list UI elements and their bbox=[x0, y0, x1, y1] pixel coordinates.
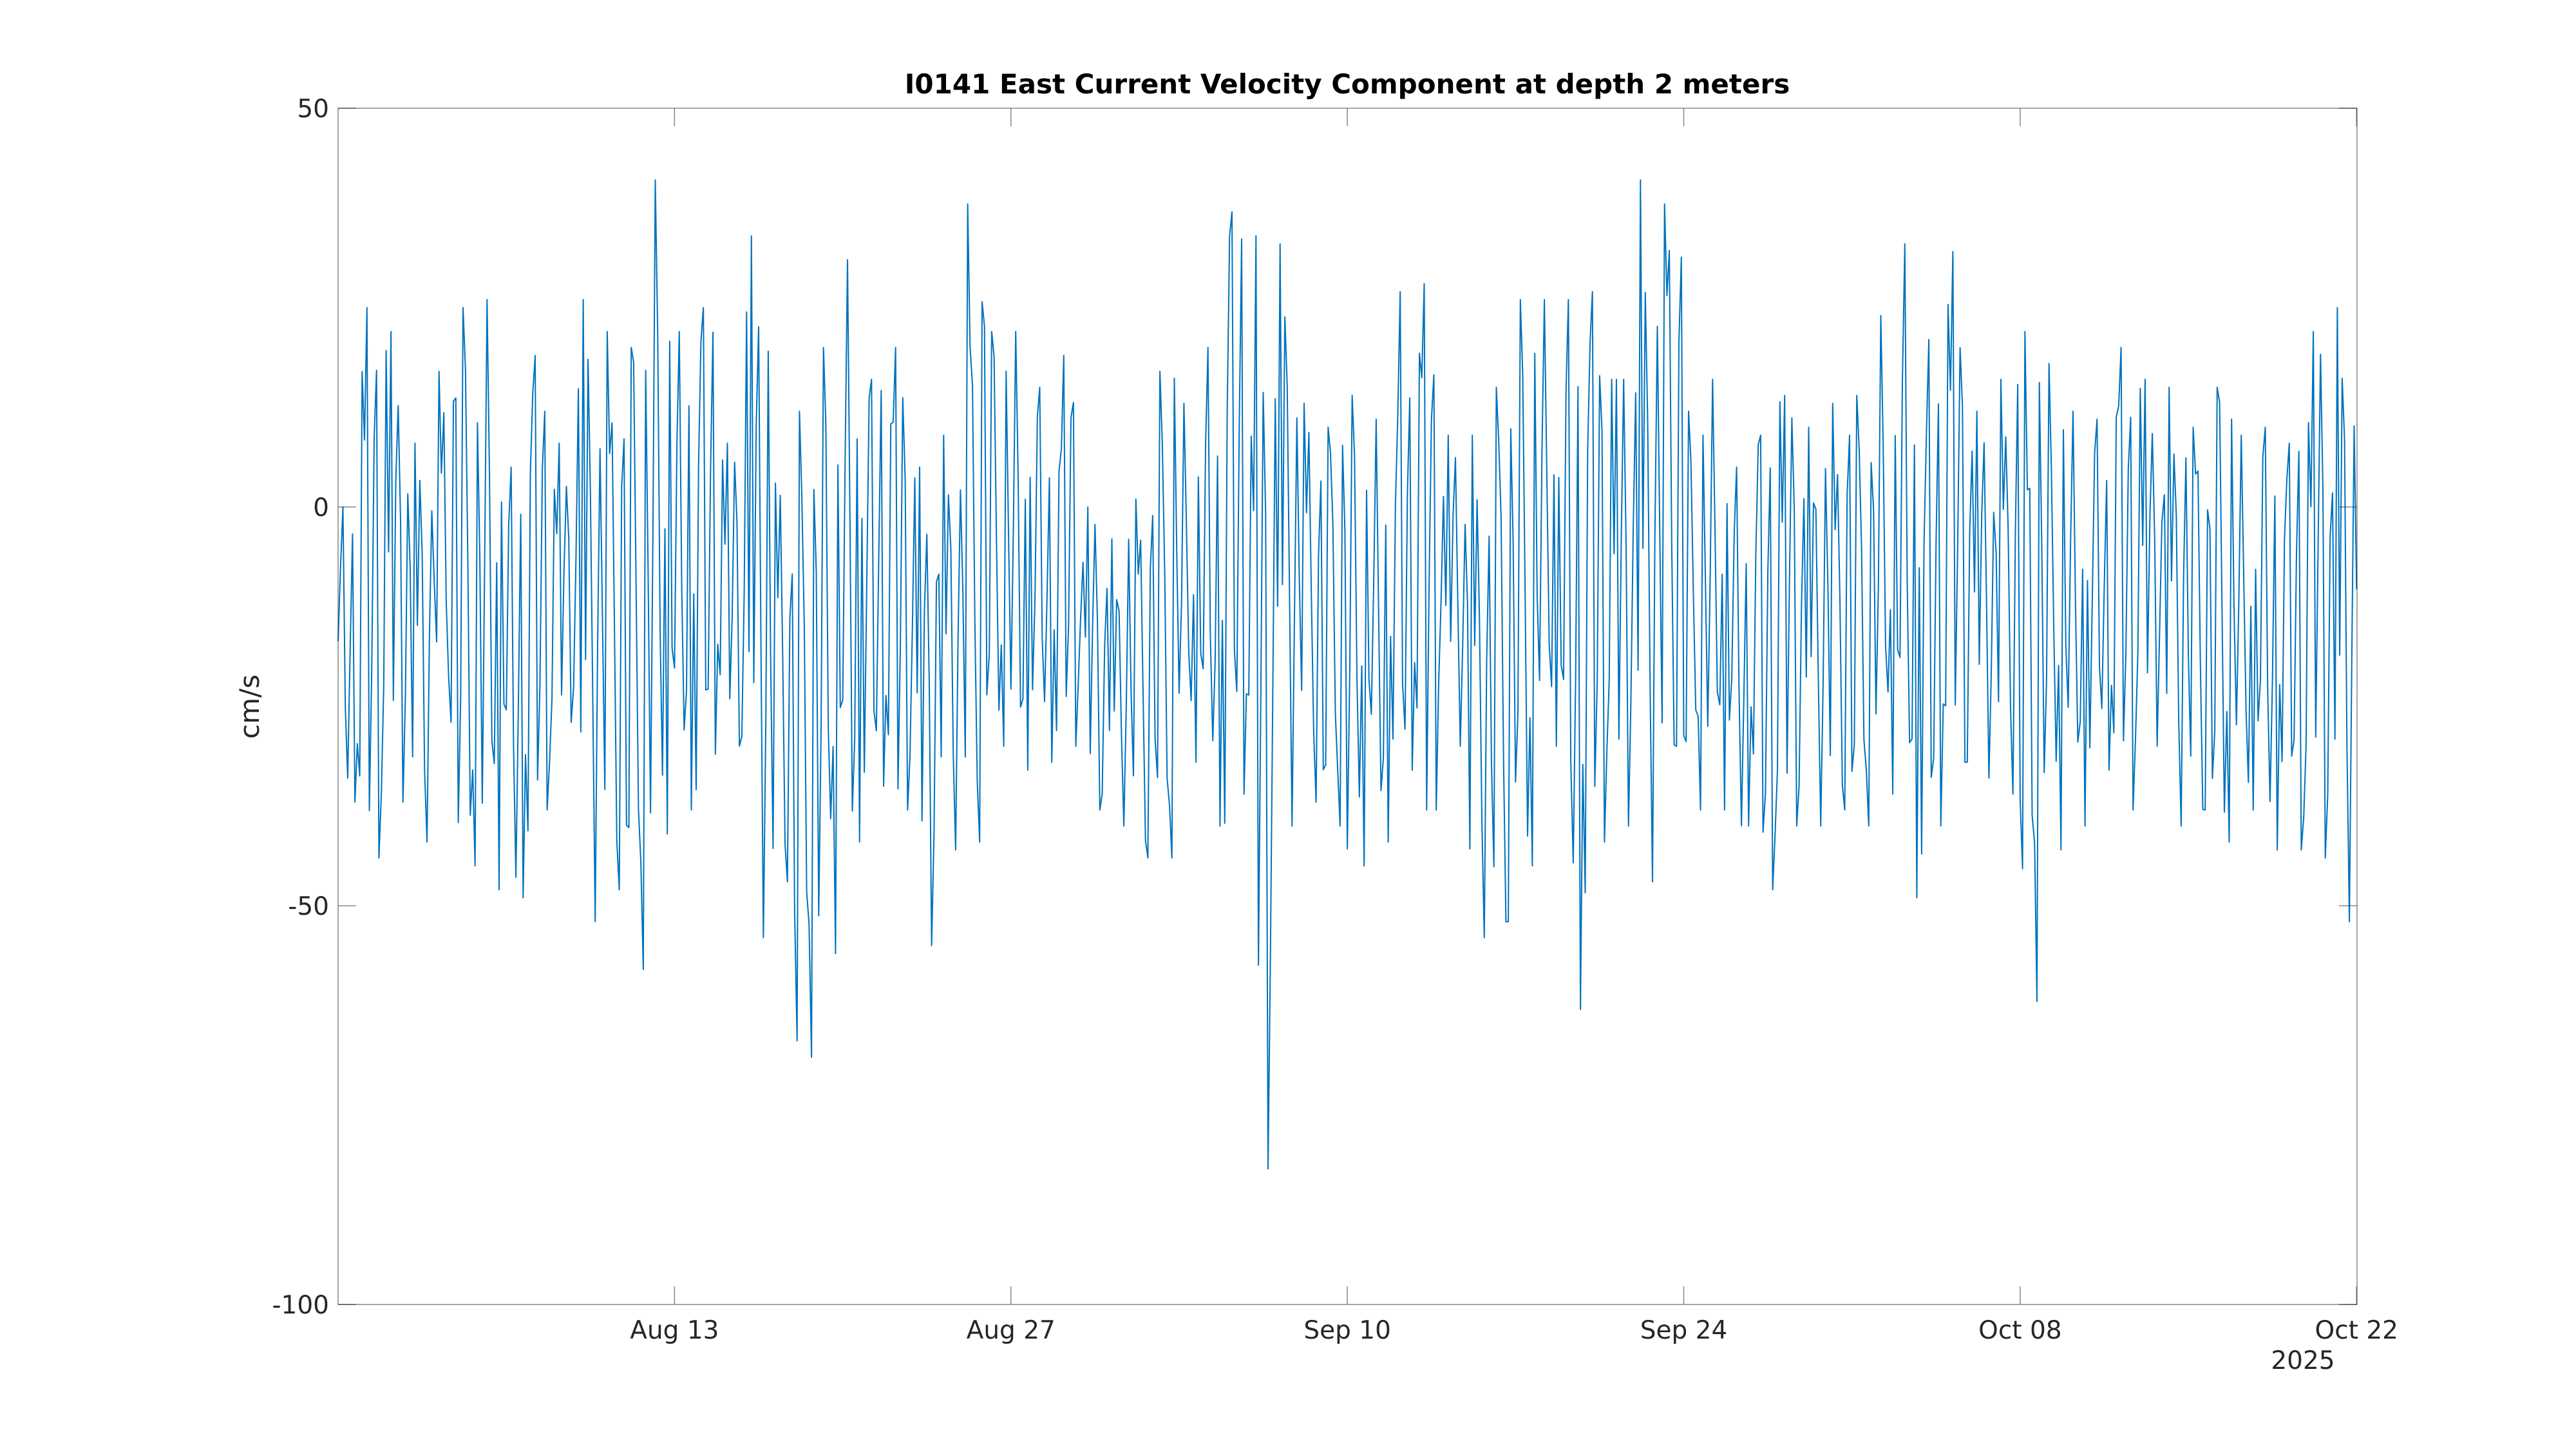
y-tick-label: 50 bbox=[297, 95, 329, 124]
x-axis-year-label: 2025 bbox=[2271, 1346, 2334, 1375]
y-tick-label: -50 bbox=[288, 892, 329, 921]
x-tick-label: Sep 24 bbox=[1640, 1316, 1728, 1345]
x-tick-label: Aug 27 bbox=[967, 1316, 1056, 1345]
series-layer bbox=[337, 179, 2358, 1170]
y-tick-label: 0 bbox=[313, 493, 329, 522]
y-axis-label: cm/s bbox=[234, 674, 265, 739]
series-line bbox=[337, 179, 2358, 1170]
chart-title: I0141 East Current Velocity Component at… bbox=[905, 68, 1790, 100]
x-tick-label: Sep 10 bbox=[1303, 1316, 1391, 1345]
x-tick-label: Oct 22 bbox=[2315, 1316, 2398, 1345]
x-tick-label: Aug 13 bbox=[630, 1316, 719, 1345]
y-tick-label: -100 bbox=[272, 1291, 329, 1320]
plot-area bbox=[338, 108, 2357, 1304]
x-tick-label: Oct 08 bbox=[1978, 1316, 2061, 1345]
tick-layer: -100 -50 0 50 Aug 13 Aug 27 Sep 10 Sep 24 Oct 08… bbox=[272, 95, 2398, 1345]
